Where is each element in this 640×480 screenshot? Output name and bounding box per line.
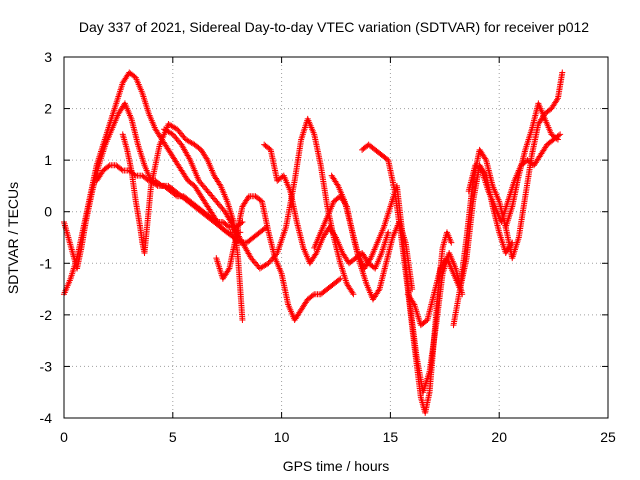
series-track-14 <box>502 100 561 231</box>
series-track-7 <box>261 141 392 272</box>
grid-lines <box>64 57 608 418</box>
data-point <box>216 181 223 188</box>
data-point <box>157 181 164 188</box>
data-point <box>366 256 373 263</box>
x-tick-label: 20 <box>491 429 507 445</box>
axis-ticks: 0 5 10 15 20 25 -4 -3 -2 -1 0 1 2 3 <box>40 49 616 445</box>
data-point <box>245 194 252 201</box>
data-point <box>239 317 246 324</box>
y-tick-label: -2 <box>40 307 53 323</box>
data-point <box>309 292 316 299</box>
data-point <box>375 287 382 294</box>
y-tick-label: 1 <box>44 152 52 168</box>
series-track-4 <box>119 121 246 324</box>
data-point <box>203 155 210 162</box>
data-point <box>554 136 561 143</box>
data-point <box>336 276 343 283</box>
data-points <box>61 69 566 416</box>
data-point <box>448 239 455 246</box>
data-point <box>554 96 561 103</box>
series-track-6 <box>213 193 344 324</box>
x-tick-label: 0 <box>60 429 68 445</box>
data-point <box>105 163 112 170</box>
data-point <box>385 229 392 236</box>
data-point <box>118 166 125 173</box>
data-point <box>349 289 356 296</box>
x-axis-label: GPS time / hours <box>283 458 390 474</box>
x-tick-label: 15 <box>383 429 399 445</box>
y-tick-label: -4 <box>40 410 53 426</box>
x-tick-label: 10 <box>274 429 290 445</box>
x-tick-label: 25 <box>600 429 616 445</box>
y-tick-label: -1 <box>40 255 53 271</box>
data-point <box>332 233 339 240</box>
data-point <box>337 275 344 282</box>
data-point <box>220 207 227 214</box>
data-point <box>555 132 562 139</box>
data-point <box>177 140 184 147</box>
y-tick-label: -3 <box>40 358 53 374</box>
data-point <box>553 135 560 142</box>
data-point <box>144 176 151 183</box>
x-tick-label: 5 <box>169 429 177 445</box>
y-tick-label: 0 <box>44 204 52 220</box>
y-tick-label: 2 <box>44 101 52 117</box>
data-point <box>222 228 229 235</box>
y-axis-label: SDTVAR / TECUs <box>5 182 21 294</box>
data-point <box>225 223 232 230</box>
data-point <box>312 251 319 258</box>
data-point <box>350 291 357 298</box>
series-track-10 <box>359 141 455 416</box>
chart-title: Day 337 of 2021, Sidereal Day-to-day VTE… <box>79 19 589 35</box>
data-point <box>559 69 566 76</box>
data-point <box>334 181 341 188</box>
plot-frame <box>63 56 609 419</box>
y-tick-label: 3 <box>44 49 52 65</box>
data-point <box>410 300 417 307</box>
data-point <box>557 131 564 138</box>
data-point <box>482 155 489 162</box>
series-track-5 <box>161 115 357 298</box>
data-point <box>225 266 232 273</box>
